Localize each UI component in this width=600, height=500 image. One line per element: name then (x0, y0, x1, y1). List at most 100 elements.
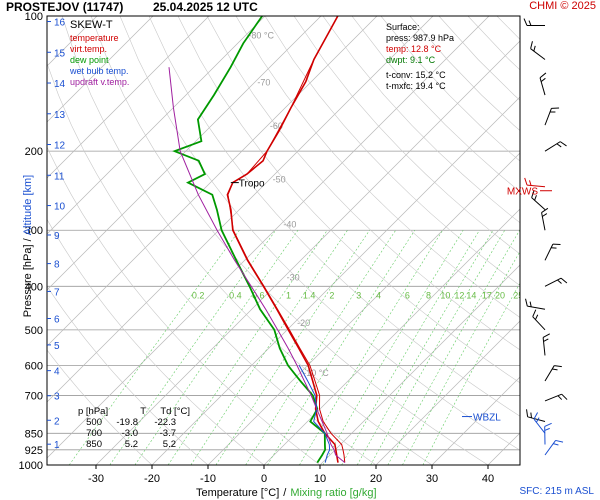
p-tick-label: 600 (25, 360, 43, 372)
table-cell: 5.2 (124, 439, 138, 450)
p-tick-label: 1000 (19, 460, 43, 472)
wind-barb-flag (550, 111, 556, 113)
isotherm-label: -80 °C (248, 31, 274, 41)
wind-barb-flag (561, 393, 568, 400)
mixing-ratio-label: 12 (454, 290, 464, 300)
wind-barb-flag (534, 314, 539, 320)
isotherm-line (47, 16, 210, 179)
datetime-title: 25.04.2025 12 UTC (153, 0, 258, 14)
x-tick-label: 30 (426, 473, 438, 485)
dry-adiabat (206, 16, 520, 351)
wind-barb-flag (551, 247, 557, 249)
wind-barb-flag (530, 412, 532, 418)
mixing-ratio-line (322, 230, 464, 465)
mixing-ratio-line (370, 230, 506, 465)
wind-barb-flag (555, 439, 564, 443)
dry-adiabat (61, 16, 433, 465)
isotherm-label: -20 (297, 318, 310, 328)
dry-adiabat (293, 16, 520, 255)
alt-tick-label: 15 (54, 48, 66, 59)
isotherm-label: -30 (287, 272, 300, 282)
p-tick-label: 700 (25, 390, 43, 402)
wind-barb-staff (544, 243, 554, 261)
wind-barb-staff (544, 365, 555, 382)
credit: CHMI © 2025 (529, 0, 596, 12)
mixing-ratio-label: 20 (495, 290, 505, 300)
levels-table: p [hPa] T Td [°C] 500 -19.8 -22.3 700 -3… (78, 406, 190, 450)
table-cell: -19.8 (116, 417, 138, 428)
isotherm-line (375, 320, 520, 465)
table-header-t: T (140, 406, 146, 417)
station-title: PROSTEJOV (11747) (6, 0, 124, 14)
p-tick-label: 200 (25, 146, 43, 158)
table-cell: 5.2 (162, 439, 176, 450)
mixing-ratio-label: 1.4 (303, 290, 316, 300)
isotherm-line (47, 16, 154, 123)
mixing-ratio-label: 2 (329, 290, 334, 300)
dry-adiabat (47, 349, 153, 465)
mixing-ratio-label: 10 (440, 290, 450, 300)
wind-barb-flag (560, 277, 568, 284)
wind-barb-staff (530, 48, 546, 60)
wind-barb (544, 365, 562, 382)
wind-barb-flag (525, 298, 528, 307)
table-cell: -3.0 (121, 428, 138, 439)
alt-tick-label: 7 (54, 287, 60, 298)
wind-barb (544, 422, 552, 445)
dry-adiabat (47, 218, 265, 465)
isotherm-line (47, 16, 266, 235)
mixing-ratio-label: 3 (356, 290, 361, 300)
wind-barb-flag (539, 72, 547, 79)
table-cell: 850 (86, 439, 102, 450)
surface-box: Surface: press: 987.9 hPa temp: 12.8 °C … (386, 22, 454, 92)
series-wet-bulb-temp- (298, 365, 331, 463)
dry-adiabat (47, 285, 209, 465)
isotherm-label: -50 (273, 174, 286, 184)
wind-barb-flag (530, 41, 533, 49)
mixing-ratio-line (167, 230, 328, 465)
wind-barb-flag (556, 143, 562, 148)
mixing-ratio-label: 1 (286, 290, 291, 300)
wind-barb-flag (551, 107, 560, 109)
y-axis-label-sep: / (22, 238, 34, 242)
mixing-ratio-line (356, 230, 494, 465)
isotherm-label: -40 (283, 220, 296, 230)
mixing-ratio-line (215, 230, 370, 465)
x-tick-label: -20 (144, 473, 160, 485)
isotherm-line (319, 264, 520, 465)
wind-barb (544, 243, 561, 261)
axes-layer: Tropo-30 -20 -10 0 10 20 30 4010020030040050060… (19, 11, 521, 485)
table-cell: 500 (86, 417, 102, 428)
tropo-label: Tropo (239, 179, 265, 190)
alt-tick-label: 4 (54, 367, 60, 378)
mixing-ratio-line (190, 230, 348, 465)
wind-barb-flag (541, 207, 549, 213)
wind-barb (533, 412, 546, 434)
wind-barb-flag (554, 365, 562, 368)
mixing-ratio-label: 25 (513, 290, 523, 300)
x-axis-label-temp: Temperature [°C] (196, 487, 280, 499)
dry-adiabat (90, 16, 489, 465)
p-tick-label: 850 (25, 428, 43, 440)
wind-barb-flag (533, 45, 536, 52)
wind-barb-flag (533, 412, 539, 420)
alt-tick-label: 16 (54, 18, 66, 29)
dry-adiabat (322, 16, 520, 224)
isotherm-line (487, 432, 520, 465)
dry-adiabat (148, 16, 520, 417)
wind-barb-staff (542, 337, 546, 356)
plot-frame (46, 15, 521, 466)
alt-tick-label: 2 (54, 416, 60, 427)
legend-item-temperature: temperature (70, 33, 119, 43)
wind-barb-staff (527, 416, 546, 422)
p-tick-label: 500 (25, 325, 43, 337)
alt-tick-label: 14 (54, 79, 66, 90)
wind-barb-staff (544, 141, 561, 152)
alt-tick-label: 10 (54, 202, 66, 213)
wind-barb (539, 72, 547, 96)
table-header: p [hPa] T Td [°C] (78, 406, 190, 417)
table-header-p: p [hPa] (78, 406, 109, 417)
table-row: 700 -3.0 -3.7 (78, 428, 190, 439)
surface-tconv: t-conv: 15.2 °C (386, 70, 446, 80)
